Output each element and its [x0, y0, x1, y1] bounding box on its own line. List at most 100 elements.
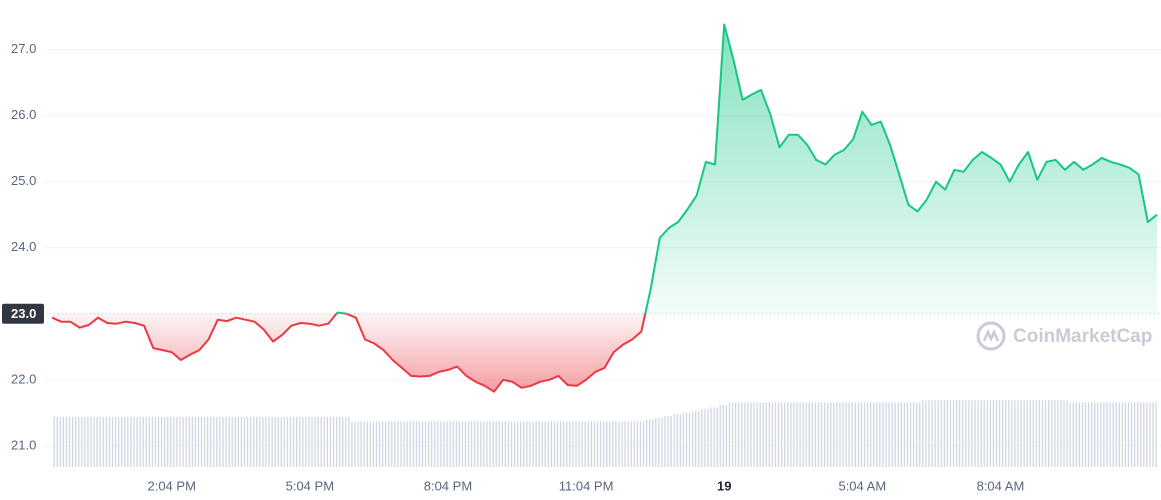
volume-bar: [323, 416, 325, 467]
price-line: [51, 23, 1158, 393]
volume-bar: [584, 421, 586, 467]
volume-bar: [418, 421, 421, 467]
volume-bar: [114, 416, 117, 467]
volume-bar: [274, 416, 276, 467]
volume-bar: [369, 421, 371, 467]
volume-bar: [501, 421, 503, 467]
volume-bar: [1091, 402, 1093, 467]
volume-bar: [814, 402, 817, 467]
volume-bar: [903, 402, 906, 467]
volume-bar: [348, 416, 350, 467]
volume-bar: [1029, 400, 1031, 467]
volume-bar: [65, 416, 68, 467]
volume-bar: [504, 421, 507, 467]
volume-bar: [145, 416, 147, 467]
volume-bar: [612, 421, 614, 467]
volume-bar: [959, 400, 961, 467]
volume-bar: [105, 416, 108, 467]
volume-bar: [866, 402, 869, 467]
volume-bar: [167, 416, 169, 467]
volume-bar: [1054, 400, 1056, 467]
volume-bar: [618, 421, 620, 467]
volume-bar: [78, 416, 80, 467]
volume-bar: [1008, 400, 1010, 467]
volume-bar: [685, 412, 688, 467]
volume-bar: [191, 416, 193, 467]
volume-bar: [366, 421, 368, 467]
volume-bar: [262, 416, 264, 467]
volume-bar: [940, 400, 942, 467]
volume-bar: [1011, 400, 1013, 467]
volume-bar: [280, 416, 282, 467]
volume-bar: [185, 416, 187, 467]
volume-bar: [630, 421, 632, 467]
x-tick-label: 2:04 PM: [147, 478, 195, 493]
volume-bar: [750, 402, 752, 467]
volume-bar: [882, 402, 884, 467]
volume-bar: [538, 421, 540, 467]
volume-bar: [698, 410, 700, 467]
volume-bar: [983, 400, 985, 467]
volume-bar: [995, 400, 998, 467]
watermark-logo-mark: [982, 328, 1000, 343]
volume-bar: [946, 400, 949, 467]
volume-bar: [142, 416, 144, 467]
volume-bar: [734, 402, 737, 467]
volume-bar: [621, 421, 623, 467]
baseline-label-box: [2, 303, 44, 324]
y-tick-label: 23.0: [11, 306, 36, 321]
volume-bar: [1063, 400, 1065, 467]
volume-bar: [1057, 400, 1059, 467]
volume-bar: [117, 416, 120, 467]
volume-bar: [332, 416, 335, 467]
volume-bar: [148, 416, 150, 467]
volume-bar: [498, 421, 500, 467]
volume-bar: [182, 416, 184, 467]
volume-bar: [784, 402, 786, 467]
volume-bar: [326, 416, 329, 467]
volume-bar: [434, 421, 436, 467]
volume-bar: [449, 421, 451, 467]
volume-bar: [455, 421, 457, 467]
watermark-logo: [976, 321, 1006, 351]
volume-bar: [486, 421, 488, 467]
volume-bar: [421, 421, 424, 467]
volume-bar: [900, 402, 903, 467]
volume-bar: [710, 407, 712, 467]
x-tick-label: 8:04 AM: [977, 478, 1025, 493]
volume-bar: [787, 402, 789, 467]
volume-bar: [170, 416, 172, 467]
volume-bar: [587, 421, 589, 467]
volume-bar: [160, 416, 163, 467]
volume-bar: [1044, 400, 1047, 467]
volume-bar: [93, 416, 95, 467]
volume-bar: [203, 416, 206, 467]
volume-bar: [308, 416, 310, 467]
volume-bar: [108, 416, 111, 467]
watermark-text: CoinMarketCap: [1013, 326, 1152, 347]
volume-bar: [661, 418, 663, 467]
volume-bar: [569, 421, 571, 467]
volume-bar: [409, 421, 411, 467]
volume-bar: [394, 421, 396, 467]
volume-bar: [81, 416, 83, 467]
volume-bar: [127, 416, 129, 467]
volume-bar: [664, 416, 666, 467]
volume-bar: [943, 400, 945, 467]
volume-bar: [271, 416, 273, 467]
volume-bar: [912, 402, 915, 467]
volume-bar: [888, 402, 890, 467]
volume-bar: [179, 416, 181, 467]
y-tick-label: 27.0: [11, 41, 36, 56]
volume-bar: [980, 400, 982, 467]
volume-bar: [1149, 402, 1151, 467]
volume-bar: [124, 416, 126, 467]
volume-bar: [1121, 402, 1124, 467]
volume-bar: [655, 418, 657, 467]
volume-bar: [559, 421, 562, 467]
volume-bar: [268, 416, 270, 467]
volume-bar: [744, 402, 746, 467]
volume-bar: [541, 421, 543, 467]
